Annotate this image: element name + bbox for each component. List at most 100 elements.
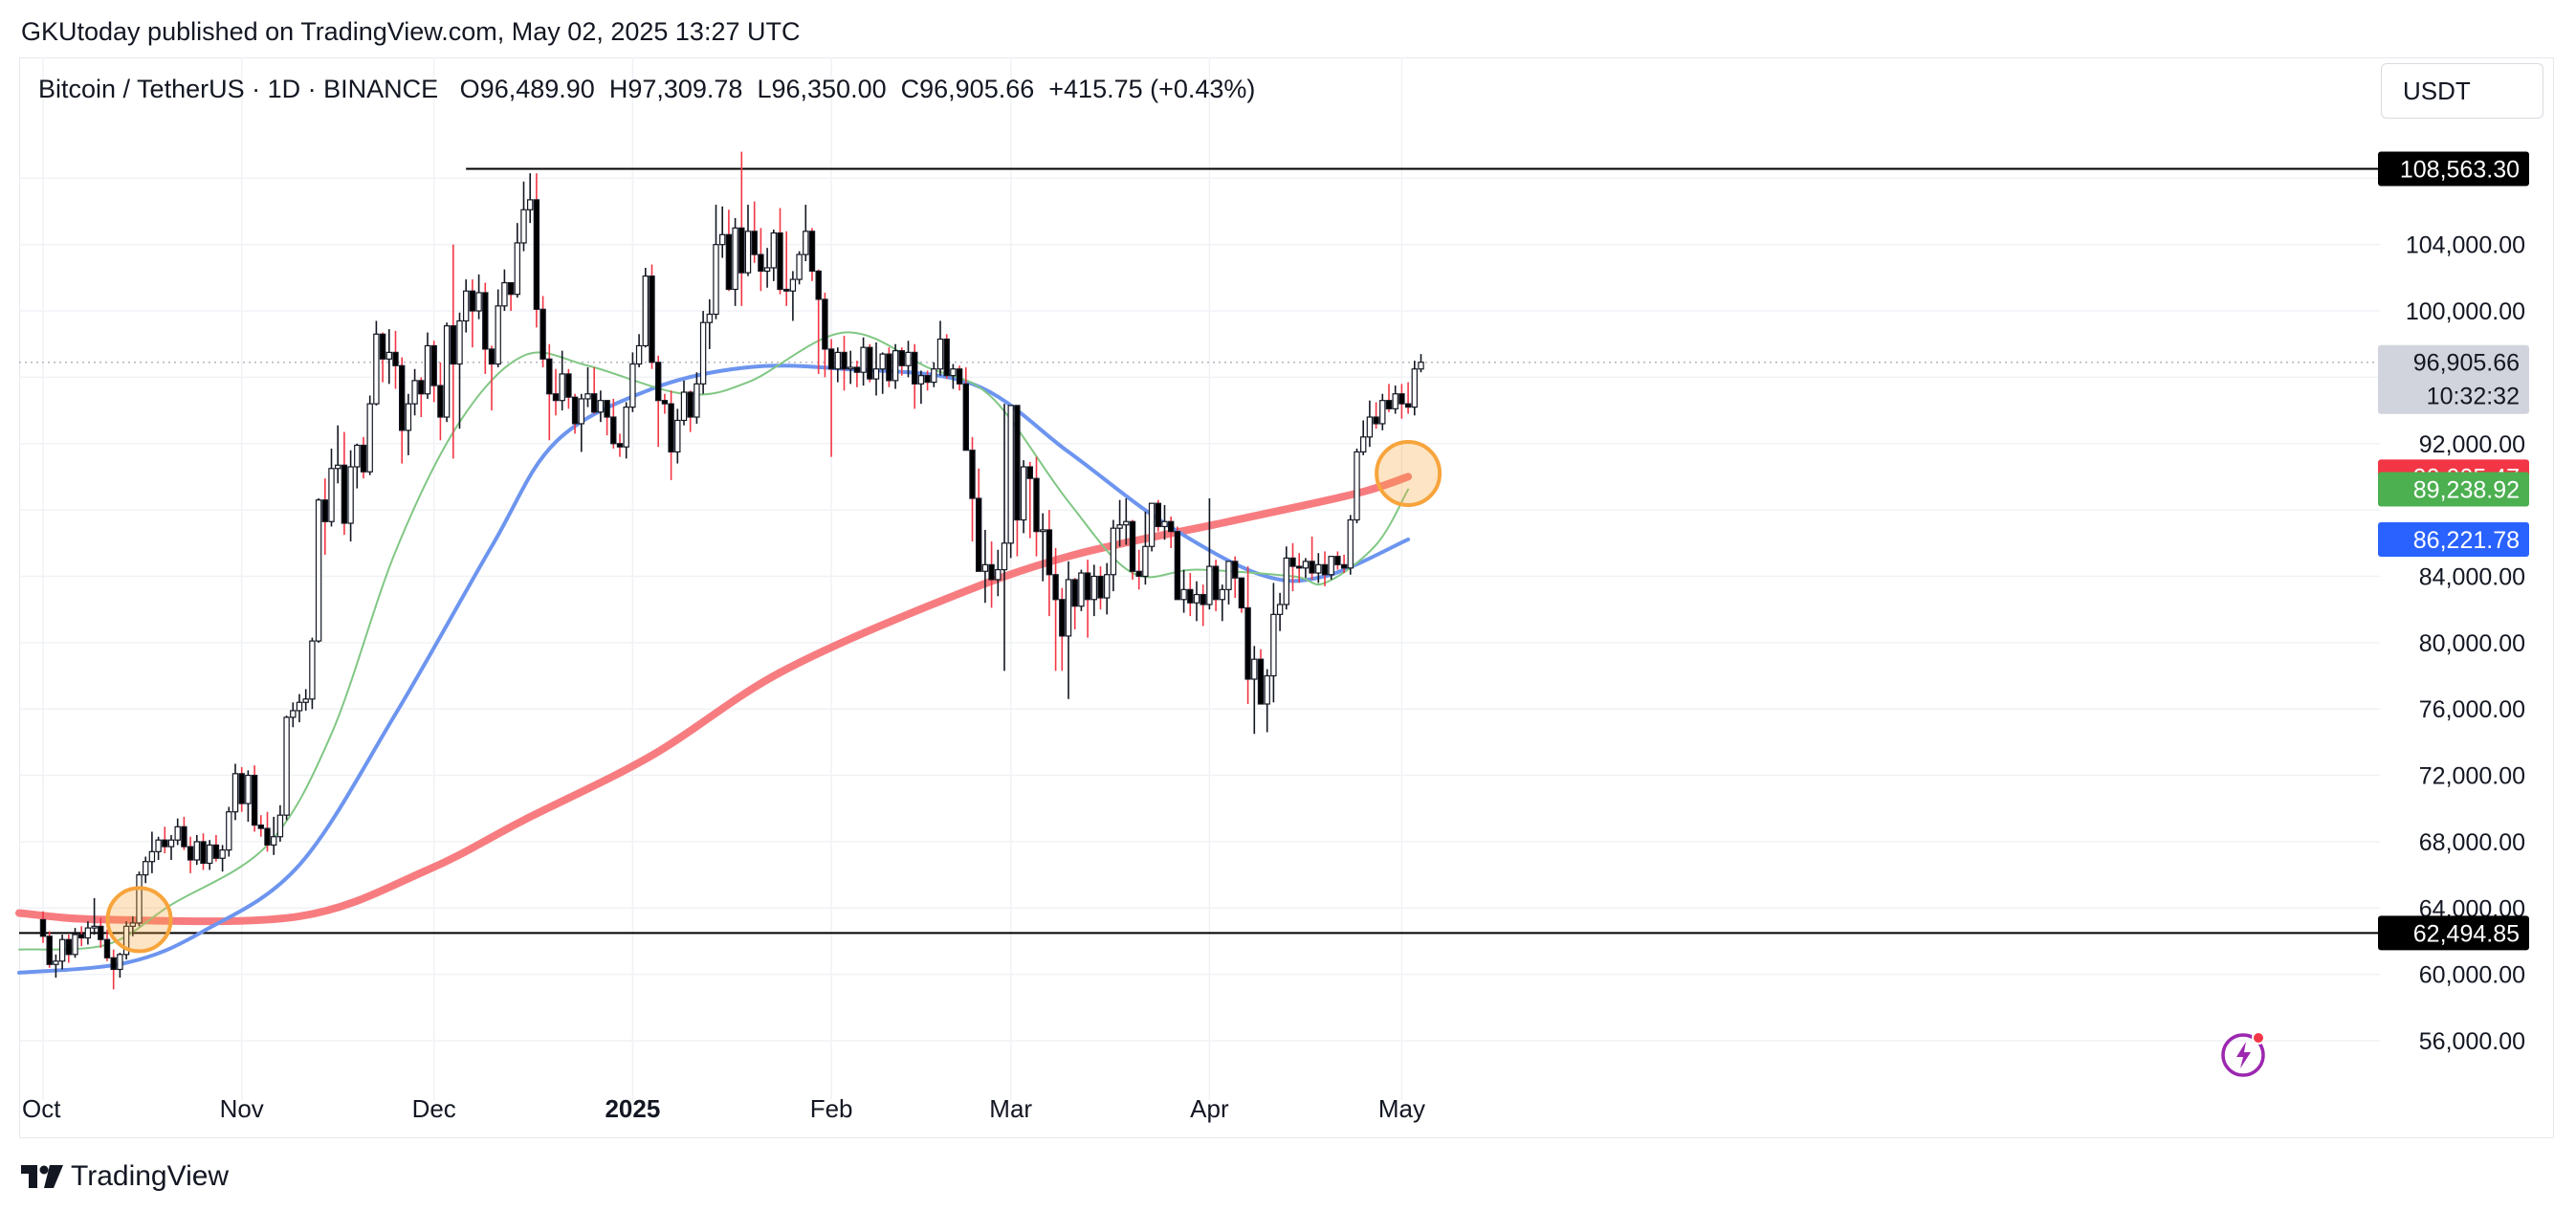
candle-body bbox=[879, 353, 886, 370]
candle-body bbox=[251, 774, 258, 826]
candle-body bbox=[155, 839, 162, 852]
candle bbox=[283, 716, 290, 821]
candle-body bbox=[597, 400, 605, 413]
candle bbox=[931, 362, 937, 387]
candle bbox=[373, 320, 380, 406]
candle bbox=[1180, 569, 1187, 613]
candle bbox=[770, 230, 778, 281]
candle bbox=[1251, 646, 1258, 735]
candle bbox=[1398, 384, 1405, 419]
candle-body bbox=[1334, 556, 1341, 565]
high-label: H bbox=[608, 75, 628, 103]
level-tag: 108,563.30 bbox=[2378, 151, 2529, 187]
candle-body bbox=[411, 380, 418, 405]
candle-body bbox=[649, 275, 655, 363]
candle-body bbox=[1418, 362, 1424, 370]
candle bbox=[1065, 561, 1072, 699]
candle-body bbox=[777, 231, 783, 291]
candle bbox=[1366, 400, 1374, 448]
candle-body bbox=[110, 957, 117, 971]
open-label: O bbox=[459, 75, 480, 103]
candle bbox=[905, 341, 912, 378]
candle-body bbox=[616, 443, 624, 448]
candle-body bbox=[1295, 565, 1303, 569]
candle-body bbox=[373, 333, 380, 405]
lightning-icon[interactable] bbox=[2220, 1028, 2270, 1083]
candle-body bbox=[827, 348, 835, 370]
candle bbox=[1328, 556, 1334, 580]
candle-body bbox=[687, 391, 694, 418]
candle-body bbox=[238, 773, 245, 804]
candle bbox=[1321, 551, 1329, 586]
candle bbox=[565, 368, 572, 409]
candle bbox=[392, 330, 399, 389]
candle bbox=[782, 231, 790, 306]
candle-body bbox=[103, 938, 111, 958]
candle bbox=[1276, 592, 1284, 631]
candle bbox=[309, 637, 316, 710]
candle-body bbox=[424, 344, 431, 395]
candle bbox=[1174, 526, 1181, 601]
candle bbox=[143, 856, 149, 884]
candle-body bbox=[898, 350, 906, 366]
candle-body bbox=[1302, 561, 1310, 569]
candle-body bbox=[642, 275, 650, 347]
candle bbox=[815, 269, 822, 374]
candle bbox=[72, 928, 78, 958]
x-tick-label: Nov bbox=[220, 1094, 264, 1123]
candle bbox=[1020, 460, 1027, 534]
candle bbox=[507, 281, 515, 312]
candle-body bbox=[360, 444, 367, 473]
candle bbox=[699, 311, 707, 394]
candle bbox=[103, 929, 111, 961]
candle-body bbox=[315, 499, 322, 642]
candle bbox=[495, 289, 501, 367]
candle bbox=[354, 443, 361, 489]
candle bbox=[1103, 562, 1111, 615]
candle-body bbox=[815, 270, 822, 300]
candle-body bbox=[91, 925, 98, 929]
currency-button[interactable]: USDT bbox=[2381, 63, 2543, 119]
candle bbox=[1142, 511, 1149, 585]
candle-body bbox=[1270, 613, 1277, 677]
candle bbox=[674, 408, 681, 464]
candle bbox=[1392, 385, 1398, 414]
last-price-tag: 96,905.66 10:32:32 bbox=[2378, 344, 2529, 414]
candle bbox=[623, 402, 629, 459]
candle-body bbox=[1123, 520, 1130, 526]
candle-body bbox=[782, 288, 790, 292]
candle bbox=[661, 393, 669, 414]
candle-body bbox=[366, 403, 373, 473]
candle-body bbox=[635, 344, 643, 365]
candle bbox=[539, 296, 546, 367]
candle-body bbox=[72, 934, 78, 956]
candle bbox=[1385, 384, 1393, 412]
candle-body bbox=[495, 305, 501, 365]
candle-body bbox=[629, 363, 636, 408]
candle bbox=[1354, 448, 1360, 523]
candle-body bbox=[1359, 436, 1367, 453]
candle bbox=[744, 205, 752, 276]
candle-body bbox=[975, 497, 982, 572]
candle bbox=[46, 931, 53, 968]
candle-body bbox=[1052, 574, 1059, 601]
candle-body bbox=[136, 873, 143, 924]
candle bbox=[847, 350, 854, 385]
x-tick-label: Dec bbox=[412, 1094, 456, 1123]
candle-body bbox=[1231, 561, 1239, 579]
candle-body bbox=[1155, 502, 1161, 528]
candle-body bbox=[456, 319, 463, 365]
candle bbox=[789, 271, 797, 321]
ma20-tag: 89,238.92 bbox=[2378, 472, 2529, 507]
candle bbox=[456, 312, 463, 429]
candle bbox=[257, 815, 265, 837]
candle-body bbox=[328, 468, 335, 522]
candle bbox=[117, 953, 123, 979]
candle-body bbox=[354, 444, 361, 468]
candle-body bbox=[822, 298, 828, 350]
candle bbox=[1001, 404, 1008, 672]
candle-body bbox=[654, 362, 662, 402]
candle-body bbox=[694, 383, 700, 418]
candle bbox=[892, 343, 899, 389]
